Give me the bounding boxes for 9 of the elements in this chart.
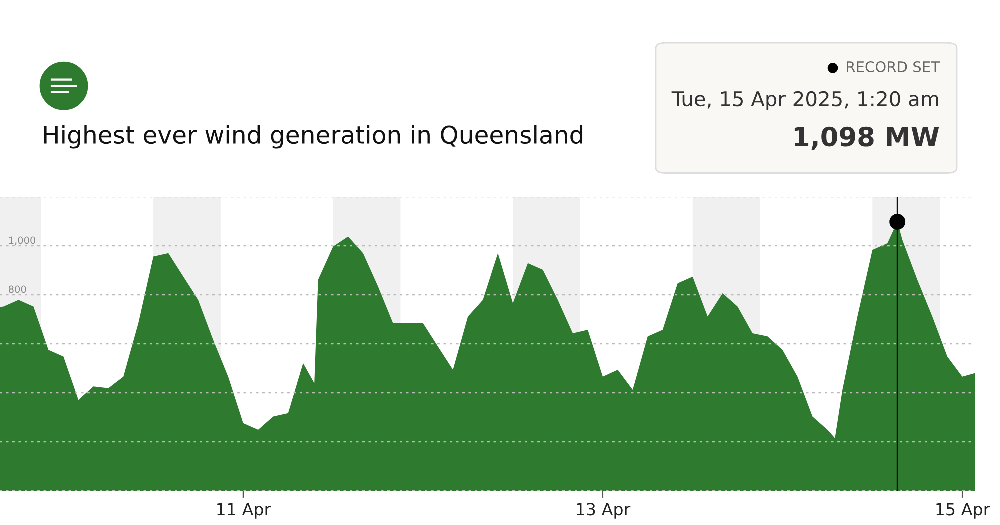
- text: RECORD SET: [847, 61, 940, 72]
- x-tick-label: 13 Apr: [577, 503, 631, 519]
- chart-title: Highest ever wind generation in Queensland: [44, 125, 583, 149]
- y-tick-label: 800: [8, 286, 26, 294]
- x-tick-label: 11 Apr: [218, 503, 272, 519]
- x-tick-label: 15 Apr: [936, 503, 990, 519]
- text: 1,098 MW: [794, 126, 940, 150]
- y-tick-label: 1,000: [9, 236, 36, 246]
- text: Tue, 15 Apr 2025, 1:20 am: [672, 91, 938, 111]
